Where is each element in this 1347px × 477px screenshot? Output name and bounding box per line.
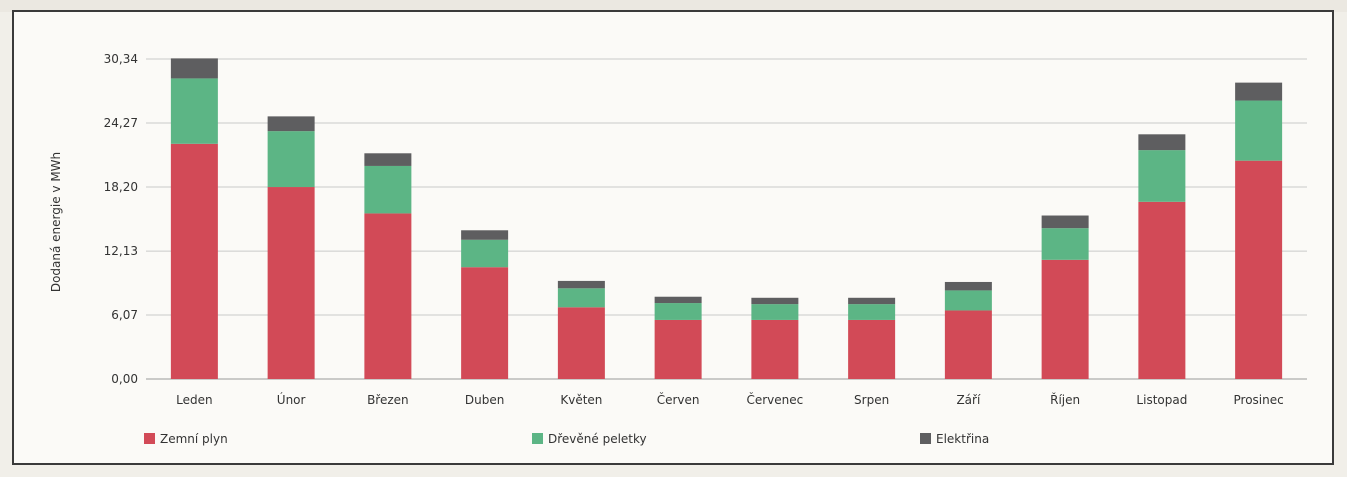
bar-segment (751, 304, 799, 320)
legend-swatch (144, 433, 155, 444)
bar-segment (1235, 160, 1283, 379)
y-axis-title: Dodaná energie v MWh (49, 152, 63, 292)
x-tick-label: Květen (560, 393, 602, 407)
y-tick-label: 18,20 (104, 180, 138, 194)
bar-segment (170, 78, 218, 144)
bar-segment (654, 303, 702, 320)
bar-segment (1041, 215, 1089, 229)
y-tick-label: 24,27 (104, 116, 138, 130)
grid-lines (146, 58, 1307, 380)
chart-panel: 0,00 6,07 12,13 18,20 24,27 30,34 Leden Únor Bř… (12, 10, 1334, 465)
x-axis-ticks: Leden Únor Březen Duben Květen Červen Červenec… (176, 392, 1284, 407)
bar-segment (170, 143, 218, 379)
scan-edge (0, 0, 1347, 12)
bar-segment (848, 319, 896, 379)
bar-segment (267, 116, 315, 132)
bar-segment (751, 319, 799, 379)
bar-segment (364, 153, 412, 166)
bar-segment (170, 58, 218, 79)
bar-segment (557, 307, 605, 379)
x-tick-label: Červenec (746, 392, 803, 407)
x-tick-label: Únor (277, 392, 306, 407)
x-tick-label: Srpen (854, 393, 889, 407)
x-tick-label: Listopad (1136, 393, 1187, 407)
y-axis-ticks: 0,00 6,07 12,13 18,20 24,27 30,34 (104, 52, 138, 386)
x-tick-label: Březen (367, 393, 409, 407)
bar-segment (944, 310, 992, 379)
bar-segment (654, 319, 702, 379)
y-tick-label: 6,07 (111, 308, 138, 322)
y-tick-label: 0,00 (111, 372, 138, 386)
bar-segment (1235, 100, 1283, 161)
y-tick-label: 12,13 (104, 244, 138, 258)
bar-segment (848, 297, 896, 305)
bar-segment (461, 230, 509, 240)
x-tick-label: Prosinec (1234, 393, 1284, 407)
stacked-bar-chart: 0,00 6,07 12,13 18,20 24,27 30,34 Leden Únor Bř… (49, 52, 1307, 446)
x-tick-label: Červen (657, 392, 700, 407)
bar-segment (557, 288, 605, 308)
x-tick-label: Leden (176, 393, 212, 407)
bar-segment (1235, 82, 1283, 101)
bar-segment (364, 213, 412, 379)
bar-segment (267, 131, 315, 188)
bar-segment (557, 280, 605, 289)
legend: Zemní plyn Dřevěné peletky Elektřina (144, 432, 989, 446)
bar-segment (1041, 259, 1089, 379)
bar-segment (944, 281, 992, 291)
x-tick-label: Září (956, 393, 981, 407)
bar-segment (1041, 228, 1089, 260)
bar-segment (1138, 150, 1186, 202)
bar-segment (267, 187, 315, 379)
legend-label: Zemní plyn (160, 432, 228, 446)
bar-segment (364, 165, 412, 214)
bars (170, 58, 1283, 379)
x-tick-label: Říjen (1050, 392, 1080, 407)
legend-swatch (532, 433, 543, 444)
bar-segment (461, 267, 509, 379)
bar-segment (1138, 134, 1186, 151)
legend-label: Elektřina (936, 432, 989, 446)
x-tick-label: Duben (465, 393, 504, 407)
bar-segment (751, 297, 799, 305)
legend-label: Dřevěné peletky (548, 432, 647, 446)
bar-segment (848, 304, 896, 320)
bar-segment (461, 239, 509, 268)
y-tick-label: 30,34 (104, 52, 138, 66)
bar-segment (1138, 201, 1186, 379)
legend-swatch (920, 433, 931, 444)
bar-segment (654, 296, 702, 304)
bar-segment (944, 290, 992, 311)
